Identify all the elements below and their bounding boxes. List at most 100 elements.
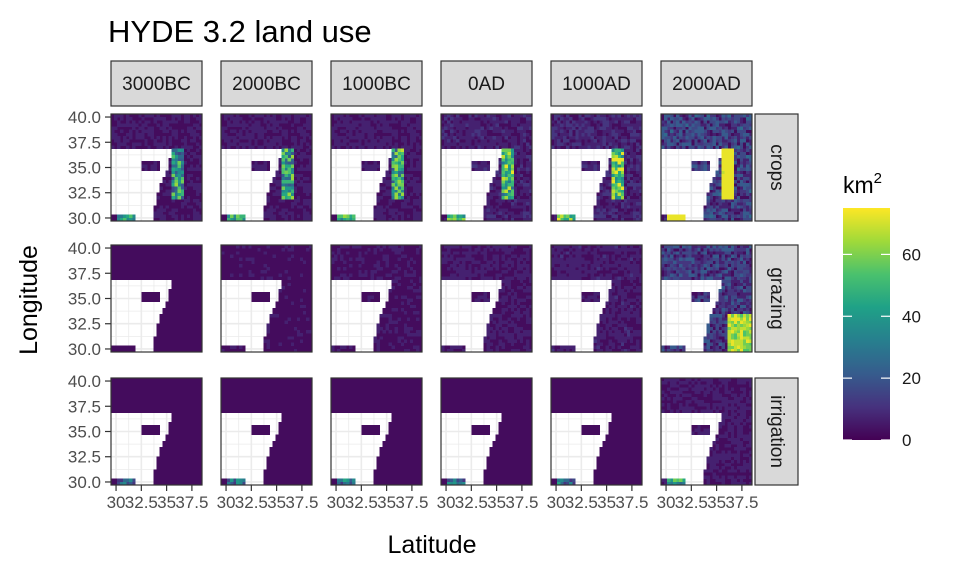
colorbar [843,208,890,440]
panel-grazing-1000bc [330,244,423,353]
panel-irrigation-2000ad [660,377,753,486]
raster-cells [331,378,423,486]
panel-grazing-3000bc [110,244,203,353]
y-tick-label: 37.5 [68,264,101,283]
raster-cells [123,148,185,222]
raster-cells [611,154,625,200]
strip-background [754,377,799,486]
raster-cells [343,478,347,483]
raster-cells [557,478,561,483]
legend-tick-label: 40 [902,307,921,326]
raster-cells [727,314,753,353]
raster-cells [661,378,753,486]
raster-cells [346,478,350,483]
y-tick-label: 40.0 [68,372,101,391]
raster-cells [171,151,182,193]
column-strip-1000bc: 1000BC [330,60,423,107]
panel-border [440,113,533,222]
panel-grazing-1000ad [550,244,643,353]
raster-cells [441,378,533,486]
raster-cells [230,478,240,486]
raster-cells [349,161,405,222]
raster-cells [551,245,643,353]
strip-label: 1000BC [342,74,411,95]
y-tick-label: 32.5 [68,315,101,334]
strip-background [754,244,799,353]
column-strip-2000ad: 2000AD [660,60,753,107]
panel-crops-0ad [440,113,533,222]
raster-cells [331,114,423,222]
column-strip-2000bc: 2000BC [220,60,313,107]
panel-irrigation-3000bc [110,377,203,486]
raster-cells [346,154,405,219]
panel-crops-1000ad [550,113,643,222]
raster-cells [661,114,753,222]
y-tick-label: 32.5 [68,184,101,203]
strip-background [220,60,313,107]
y-axis-title: Longitude [15,245,43,355]
row-strip-crops: crops [754,113,799,222]
x-tick-label: 35 [377,493,396,512]
raster-cells [661,245,753,353]
panel-irrigation-1000ad [550,377,643,486]
x-tick-label: 32.5 [675,493,708,512]
raster-cells [221,245,313,353]
strip-background [330,60,423,107]
x-tick-label: 32.5 [235,493,268,512]
raster-cells [171,161,185,200]
strip-label: 1000AD [562,74,631,95]
legend-title: km2 [843,170,882,198]
panel-border [660,113,753,222]
raster-cells [667,478,671,483]
raster-cells [566,478,576,486]
panel-crops-1000bc [330,113,423,222]
x-tick-label: 32.5 [455,493,488,512]
strip-background [440,60,533,107]
x-tick-label: 30 [547,493,566,512]
raster-cells [560,478,573,486]
x-tick-label: 37.5 [725,493,758,512]
strip-label: 2000BC [232,74,301,95]
raster-cells [557,151,625,222]
y-tick-label: 30.0 [68,209,101,228]
raster-cells [667,148,735,222]
x-tick-label: 35 [707,493,726,512]
panel-irrigation-0ad [440,377,533,486]
x-tick-label: 37.5 [615,493,648,512]
x-tick-label: 32.5 [345,493,378,512]
strip-background [660,60,753,107]
panel-crops-2000bc [220,113,313,222]
raster-cells [441,245,533,353]
strip-label: crops [766,144,787,190]
legend-tick-label: 20 [902,369,921,388]
legend-title-unit: km [843,172,874,198]
x-tick-label: 35 [487,493,506,512]
raster-cells [670,481,686,486]
panel-border [550,377,643,486]
raster-cells [664,114,753,222]
raster-cells [123,478,133,486]
raster-cells [331,245,423,353]
raster-cells [180,189,185,197]
raster-cells [462,478,466,483]
raster-cells [721,170,725,175]
column-strip-0ad: 0AD [440,60,533,107]
panel-border [440,377,533,486]
legend-tick-label: 0 [902,431,911,450]
raster-cells [174,183,179,187]
column-strip-3000bc: 3000BC [110,60,203,107]
raster-cells [111,378,203,486]
column-strip-1000ad: 1000AD [550,60,643,107]
raster-cells [661,245,753,353]
strip-label: 2000AD [672,74,741,95]
y-tick-label: 30.0 [68,473,101,492]
raster-cells [111,114,203,222]
raster-cells [450,478,466,486]
raster-cells [661,114,753,222]
raster-cells [551,378,643,486]
legend-tick-label: 60 [902,245,921,264]
y-tick-label: 35.0 [68,423,101,442]
raster-cells [682,478,686,483]
panel-border [440,244,533,353]
